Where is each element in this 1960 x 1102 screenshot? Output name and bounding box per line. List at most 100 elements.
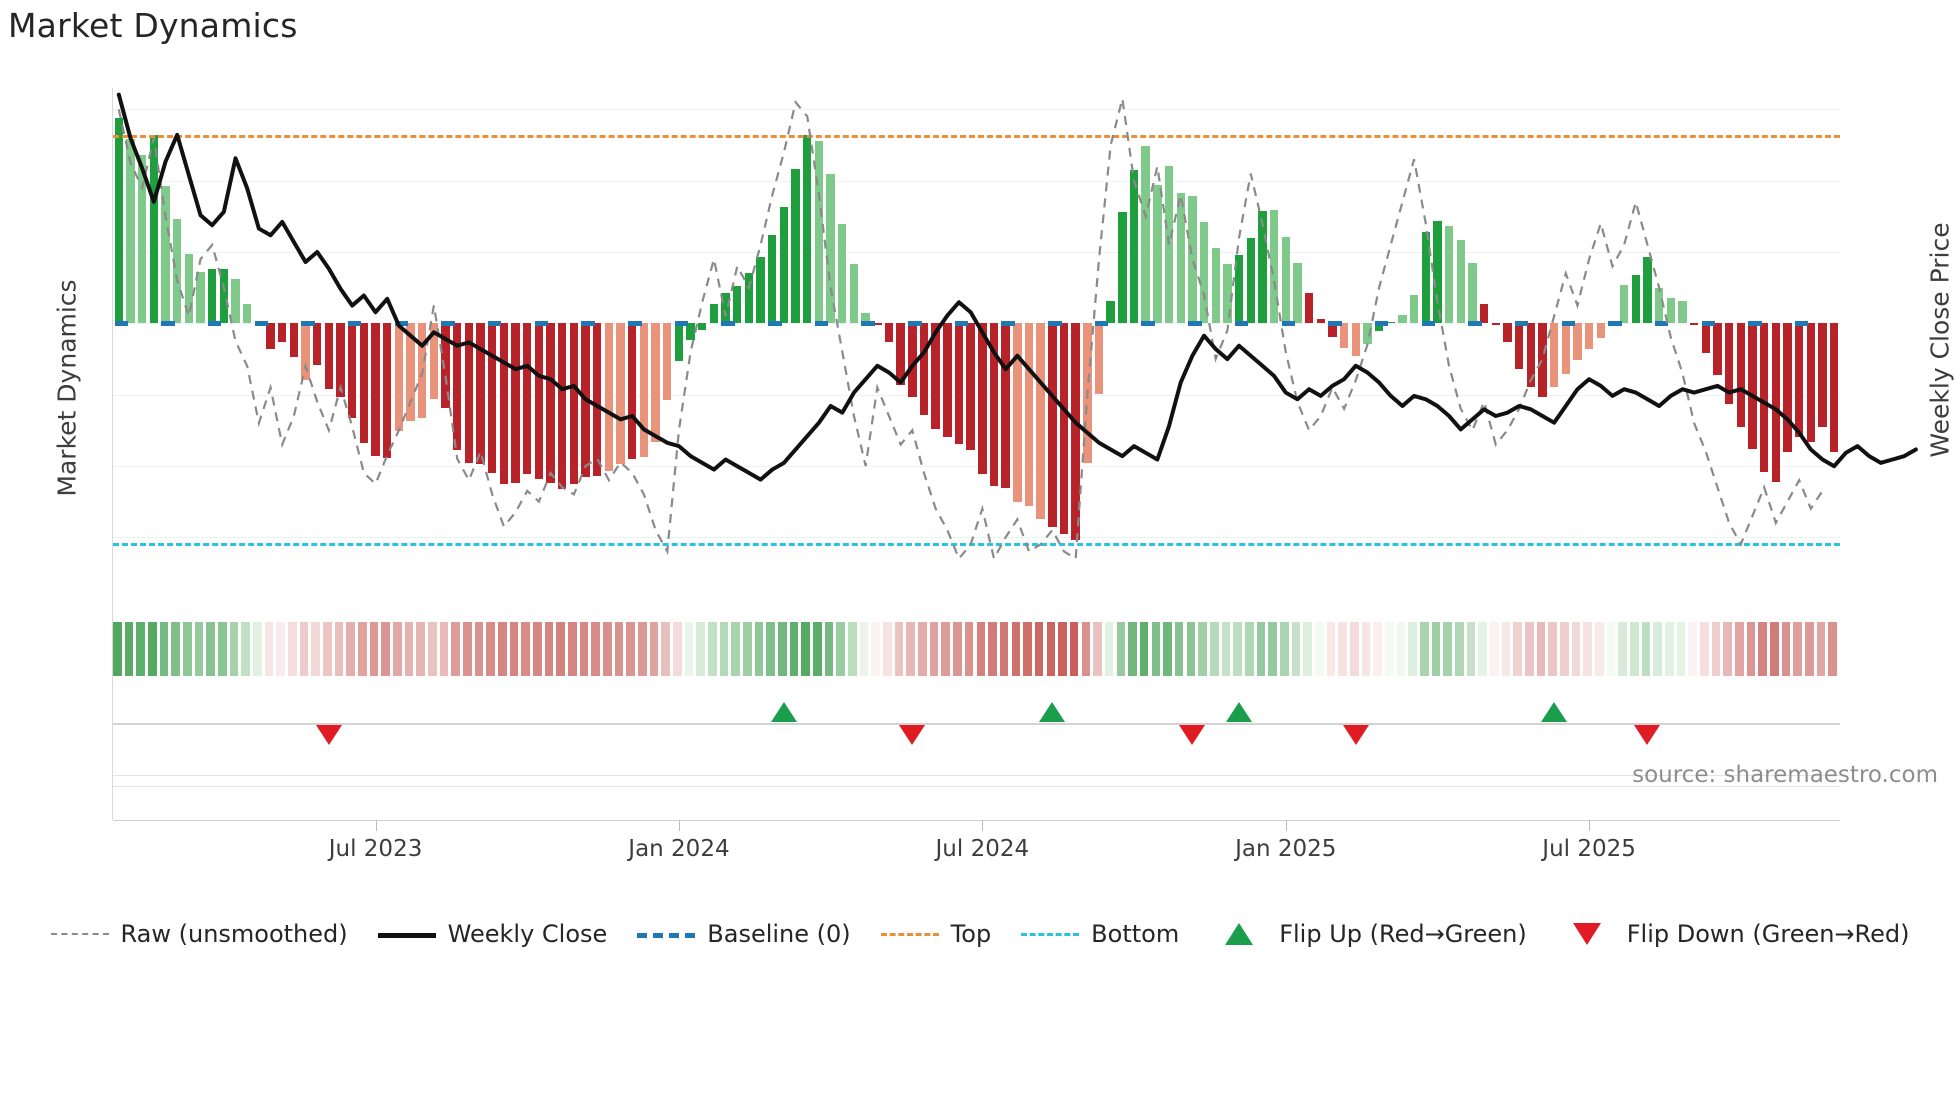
legend-item-top[interactable]: Top xyxy=(880,920,991,948)
baseline-dash xyxy=(908,320,922,326)
heat-cell xyxy=(451,622,461,676)
heat-cell xyxy=(1279,622,1289,676)
heat-cell xyxy=(1653,622,1662,676)
heat-cell xyxy=(1303,622,1312,676)
baseline-dash xyxy=(1281,320,1295,326)
bar xyxy=(1258,210,1267,324)
heat-cell xyxy=(1536,622,1546,676)
flip-down-marker[interactable] xyxy=(315,725,342,745)
bar xyxy=(1701,323,1710,353)
line-swatch-icon xyxy=(880,933,939,936)
gridline xyxy=(113,537,1840,539)
heat-cell xyxy=(1548,622,1557,676)
bar xyxy=(558,323,567,489)
flip-down-marker[interactable] xyxy=(1179,725,1206,745)
bar xyxy=(1106,301,1115,324)
bar xyxy=(721,292,730,324)
baseline-dash xyxy=(348,320,362,326)
heat-cell xyxy=(859,622,869,676)
heat-cell xyxy=(614,622,624,676)
legend-item-weekly-close[interactable]: Weekly Close xyxy=(377,920,607,948)
bar xyxy=(803,135,812,324)
bar xyxy=(1211,247,1220,324)
heat-cell xyxy=(171,622,180,676)
baseline-dash xyxy=(861,320,875,326)
heat-cell xyxy=(813,622,822,676)
legend-item-baseline[interactable]: Baseline (0) xyxy=(637,920,851,948)
heat-cell xyxy=(463,622,472,676)
legend-item-flip-down[interactable]: Flip Down (Green→Red) xyxy=(1557,920,1910,948)
bar xyxy=(324,323,334,390)
bar xyxy=(499,323,509,485)
baseline-dash xyxy=(674,320,689,326)
bar xyxy=(1654,288,1664,324)
triangle-down-icon xyxy=(1572,923,1601,945)
heat-cell xyxy=(789,622,799,676)
bar xyxy=(651,323,660,442)
bar xyxy=(908,323,917,398)
bar xyxy=(1643,257,1652,324)
flip-down-marker[interactable] xyxy=(899,725,926,745)
bar xyxy=(1794,323,1804,437)
heat-cell xyxy=(1116,622,1126,676)
bar xyxy=(1246,238,1255,324)
heat-cell xyxy=(521,622,531,676)
x-tick-mark xyxy=(1589,820,1591,831)
flip-up-marker[interactable] xyxy=(770,702,797,722)
flip-up-marker[interactable] xyxy=(1039,702,1066,722)
heat-cell xyxy=(1139,622,1149,676)
heat-cell xyxy=(836,622,846,676)
bar xyxy=(231,279,240,324)
chart-legend: Raw (unsmoothed) Weekly Close Baseline (0)… xyxy=(0,920,1960,948)
heat-cell xyxy=(1571,622,1581,676)
heat-cell xyxy=(1828,622,1837,676)
bar xyxy=(1374,323,1384,331)
bar xyxy=(674,323,684,361)
heat-cell xyxy=(1373,622,1382,676)
legend-item-raw-unsmoothed[interactable]: Raw (unsmoothed) xyxy=(50,920,348,948)
heat-cell xyxy=(1396,622,1406,676)
heat-cell xyxy=(1723,622,1732,676)
heat-cell xyxy=(1198,622,1207,676)
bar xyxy=(429,323,439,400)
heat-cell xyxy=(603,622,612,676)
heat-cell xyxy=(1711,622,1721,676)
line-series-overlay xyxy=(116,92,1918,562)
bar xyxy=(348,323,357,419)
dashed-blue-line-icon xyxy=(637,923,696,945)
legend-item-flip-up[interactable]: Flip Up (Red→Green) xyxy=(1209,920,1527,948)
heat-cell xyxy=(1466,622,1476,676)
heat-cell xyxy=(486,622,496,676)
bar xyxy=(1351,323,1360,357)
bar xyxy=(1304,293,1314,324)
legend-item-bottom[interactable]: Bottom xyxy=(1021,920,1179,948)
bar xyxy=(464,323,474,464)
bar xyxy=(838,224,847,324)
heat-cell xyxy=(1221,622,1231,676)
flip-down-marker[interactable] xyxy=(1342,725,1369,745)
heat-cell xyxy=(801,622,811,676)
triangle-up-icon xyxy=(1225,923,1254,945)
flip-down-marker[interactable] xyxy=(1634,725,1661,745)
heat-cell xyxy=(1186,622,1196,676)
bar xyxy=(779,207,789,324)
heat-cell xyxy=(1524,622,1534,676)
heat-cell xyxy=(346,622,355,676)
solid-black-line-icon xyxy=(377,923,436,945)
bar xyxy=(1129,169,1139,324)
flip-up-marker[interactable] xyxy=(1541,702,1568,722)
heat-cell xyxy=(906,622,916,676)
bar xyxy=(406,323,415,422)
baseline-dash xyxy=(628,320,642,326)
heat-cell xyxy=(439,622,449,676)
bar xyxy=(184,253,194,324)
flip-up-marker[interactable] xyxy=(1226,702,1253,722)
heat-cell xyxy=(719,622,729,676)
bar xyxy=(604,323,614,472)
raw-unsmoothed-line xyxy=(117,98,1824,562)
heat-cell xyxy=(1069,622,1079,676)
lower-gridline-2 xyxy=(113,786,1840,787)
baseline-dash xyxy=(1514,320,1529,326)
legend-label: Flip Up (Red→Green) xyxy=(1279,920,1527,948)
regime-heat-strip xyxy=(113,622,1840,676)
